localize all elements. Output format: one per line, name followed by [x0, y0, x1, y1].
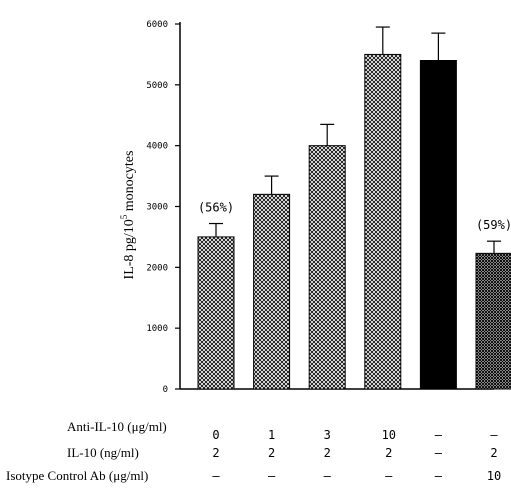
condition-value: 3: [324, 428, 331, 442]
condition-value: –: [268, 469, 276, 483]
y-tick-label: 6000: [146, 20, 168, 30]
condition-value: 10: [487, 469, 501, 483]
bar-annotation: (56%): [198, 201, 234, 215]
y-axis-label: IL-8 pg/105 monocytes: [119, 151, 137, 280]
condition-value: 2: [490, 446, 497, 460]
condition-value: 1: [268, 428, 275, 442]
condition-label: IL-10 (ng/ml): [67, 445, 139, 460]
condition-value: –: [212, 469, 220, 483]
bar: [419, 60, 457, 390]
y-tick-label: 3000: [146, 203, 168, 213]
y-axis-label-sup: 5: [119, 214, 129, 219]
condition-value: –: [435, 446, 443, 460]
condition-value: –: [385, 469, 393, 483]
y-tick-label: 0: [163, 385, 168, 395]
condition-value: 2: [324, 446, 331, 460]
bar: [197, 236, 235, 390]
y-tick-label: 2000: [146, 263, 168, 273]
bars-layer: (56%) (59%): [197, 26, 511, 390]
condition-value: 2: [212, 446, 219, 460]
y-axis-label-main: IL-8 pg/10: [122, 219, 137, 279]
y-tick-label: 4000: [146, 142, 168, 152]
condition-value: 2: [385, 446, 392, 460]
bar: [475, 252, 511, 390]
condition-value: –: [435, 428, 443, 442]
y-axis-label-tail: monocytes: [122, 151, 137, 215]
condition-value: –: [490, 428, 498, 442]
conditions-table: Anti-IL-10 (μg/ml) 0 1 3 10 – – IL-10 (ng/ml) 2 2…: [6, 419, 501, 483]
condition-value: –: [324, 469, 332, 483]
bar: [253, 193, 291, 390]
condition-value: 0: [212, 428, 219, 442]
condition-label: Isotype Control Ab (μg/ml): [6, 468, 148, 483]
bar: [364, 53, 402, 390]
condition-value: 2: [268, 446, 275, 460]
y-tick-label: 5000: [146, 81, 168, 91]
bar-annotation: (59%): [476, 218, 511, 232]
condition-value: –: [435, 469, 443, 483]
bar: [308, 145, 346, 390]
condition-value: 10: [382, 428, 396, 442]
y-tick-label: 1000: [146, 324, 168, 334]
condition-label: Anti-IL-10 (μg/ml): [67, 419, 167, 434]
